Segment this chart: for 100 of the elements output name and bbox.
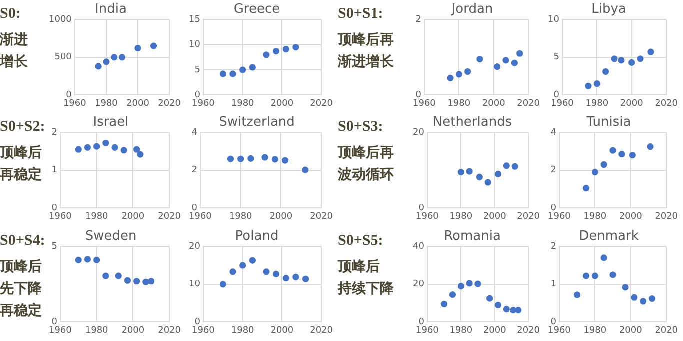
point — [282, 157, 289, 164]
y-tick-label: 500 — [54, 52, 72, 63]
point — [249, 257, 256, 264]
point — [594, 80, 600, 88]
x-tick-label: 1980 — [231, 326, 255, 336]
x-tick-label: 1980 — [85, 326, 109, 336]
y-tick-label: 0 — [418, 318, 425, 328]
point — [610, 272, 616, 278]
text: 先下降 — [0, 280, 43, 299]
x-tick-label: 1960 — [49, 326, 72, 336]
point — [503, 306, 510, 313]
x-tick-label: 2000 — [270, 98, 294, 109]
x-tick-label: 2000 — [126, 98, 150, 109]
point — [134, 146, 140, 153]
point — [447, 74, 454, 82]
point — [272, 270, 280, 278]
point — [84, 256, 92, 263]
chart-title: Greece — [234, 2, 280, 18]
text: 波动循环 — [338, 166, 395, 185]
y-tick-label: 15 — [189, 14, 200, 25]
point — [102, 140, 110, 146]
point — [102, 272, 110, 280]
point — [118, 54, 126, 61]
point — [115, 272, 122, 280]
y-tick-label: 0 — [66, 90, 72, 101]
point — [582, 272, 590, 280]
chart-title: Libya — [592, 2, 626, 18]
point — [648, 48, 654, 56]
point — [112, 144, 118, 152]
point — [640, 298, 647, 305]
text: S0: — [0, 6, 22, 23]
x-tick-label: 2000 — [483, 212, 507, 222]
x-tick-label: 2020 — [655, 212, 678, 222]
text: S0+S5: — [338, 233, 384, 250]
point — [142, 278, 150, 286]
point — [618, 151, 626, 158]
y-tick-label: 1000 — [49, 14, 72, 25]
point — [449, 291, 456, 298]
y-tick-label: 0 — [416, 90, 422, 101]
x-tick-label: 1960 — [63, 98, 87, 109]
point — [647, 143, 654, 150]
x-tick-label: 1980 — [95, 98, 118, 109]
point — [134, 278, 140, 285]
point — [484, 179, 492, 186]
point — [137, 151, 144, 158]
text: S0+S3: — [338, 119, 384, 136]
text: 渐进 — [0, 31, 29, 50]
point — [292, 44, 300, 51]
x-tick-label: 2000 — [270, 212, 293, 222]
chart-title: Sweden — [85, 229, 137, 244]
x-tick-label: 1960 — [548, 326, 572, 336]
point — [512, 163, 518, 170]
point — [95, 63, 102, 70]
text: 渐进增长 — [338, 53, 395, 72]
point — [103, 58, 110, 66]
text: 顶峰后 — [0, 144, 43, 163]
chart-title: Tunisia — [586, 115, 632, 130]
x-tick-label: 1960 — [416, 212, 440, 222]
x-tick-label: 1960 — [49, 212, 72, 222]
point — [503, 162, 510, 170]
point — [466, 280, 473, 287]
point — [600, 161, 608, 168]
point — [150, 42, 158, 50]
chart-title: Israel — [93, 115, 129, 130]
chart-title: Romania — [444, 229, 501, 244]
y-tick-label: 0 — [418, 204, 425, 214]
point — [272, 156, 278, 163]
chart-title: Netherlands — [432, 115, 512, 130]
y-tick-label: 1 — [550, 280, 556, 290]
y-tick-label: 2 — [192, 166, 198, 176]
x-tick-label: 1960 — [192, 326, 216, 336]
y-tick-label: 2 — [416, 14, 422, 25]
text: S0+S2: — [0, 119, 46, 136]
point — [282, 46, 290, 53]
x-tick-label: 1980 — [231, 98, 255, 109]
chart-title: Denmark — [579, 229, 640, 244]
point — [585, 82, 592, 90]
x-tick-label: 1980 — [584, 326, 607, 336]
y-tick-label: 0 — [550, 204, 557, 214]
point — [238, 156, 244, 162]
x-tick-label: 2000 — [619, 212, 643, 222]
text: 持续下降 — [338, 280, 395, 299]
point — [111, 54, 118, 61]
point — [622, 284, 629, 291]
y-tick-label: 10 — [189, 280, 201, 290]
y-tick-label: 10 — [189, 40, 201, 50]
x-tick-label: 1980 — [85, 212, 109, 222]
y-tick-label: 4 — [192, 128, 198, 138]
x-tick-label: 2020 — [517, 98, 540, 109]
point — [75, 146, 82, 153]
x-tick-label: 1960 — [192, 98, 216, 109]
y-tick-label: 5 — [52, 242, 58, 252]
x-tick-label: 1960 — [189, 212, 212, 222]
y-tick-label: 10 — [548, 14, 560, 25]
point — [648, 295, 656, 302]
point — [282, 275, 290, 282]
x-tick-label: 1960 — [416, 326, 440, 336]
x-tick-label: 1960 — [413, 98, 436, 109]
x-tick-label: 1980 — [450, 326, 473, 336]
point — [637, 56, 644, 62]
